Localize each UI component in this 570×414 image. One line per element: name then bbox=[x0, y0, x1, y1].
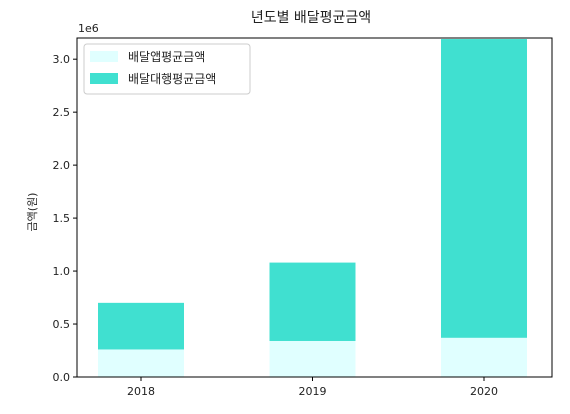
x-tick-label: 2018 bbox=[127, 385, 155, 398]
y-tick-label: 0.0 bbox=[53, 371, 71, 384]
y-tick-label: 2.0 bbox=[53, 159, 71, 172]
bars-group bbox=[98, 39, 527, 377]
x-ticks-group: 2018 2019 2020 bbox=[127, 377, 498, 398]
y-tick-label: 3.0 bbox=[53, 53, 71, 66]
y-tick-label: 1.0 bbox=[53, 265, 71, 278]
x-tick-label: 2019 bbox=[299, 385, 327, 398]
y-tick-label: 0.5 bbox=[53, 318, 71, 331]
x-tick-label: 2020 bbox=[470, 385, 498, 398]
bar-2019-series-1 bbox=[269, 340, 356, 377]
legend-swatch-2 bbox=[90, 73, 118, 84]
bar-2019-series-2 bbox=[269, 262, 356, 341]
scale-note: 1e6 bbox=[78, 22, 99, 35]
legend-swatch-1 bbox=[90, 51, 118, 62]
bar-2020-series-1 bbox=[441, 337, 527, 377]
y-tick-label: 1.5 bbox=[53, 212, 71, 225]
legend-label-1: 배달앱평균금액 bbox=[128, 50, 205, 64]
legend-label-2: 배달대행평균금액 bbox=[128, 71, 216, 86]
y-ticks-group: 0.0 0.5 1.0 1.5 2.0 2.5 3.0 bbox=[53, 53, 77, 384]
bar-2018-series-2 bbox=[98, 302, 184, 350]
bar-2018-series-1 bbox=[98, 349, 184, 377]
y-tick-label: 2.5 bbox=[53, 106, 71, 119]
chart-title: 년도별 배달평균금액 bbox=[251, 10, 371, 26]
bar-2020-series-2 bbox=[441, 39, 527, 338]
y-axis-label: 금액(원) bbox=[26, 193, 39, 232]
plot-frame bbox=[76, 37, 553, 378]
legend-box bbox=[83, 43, 251, 95]
